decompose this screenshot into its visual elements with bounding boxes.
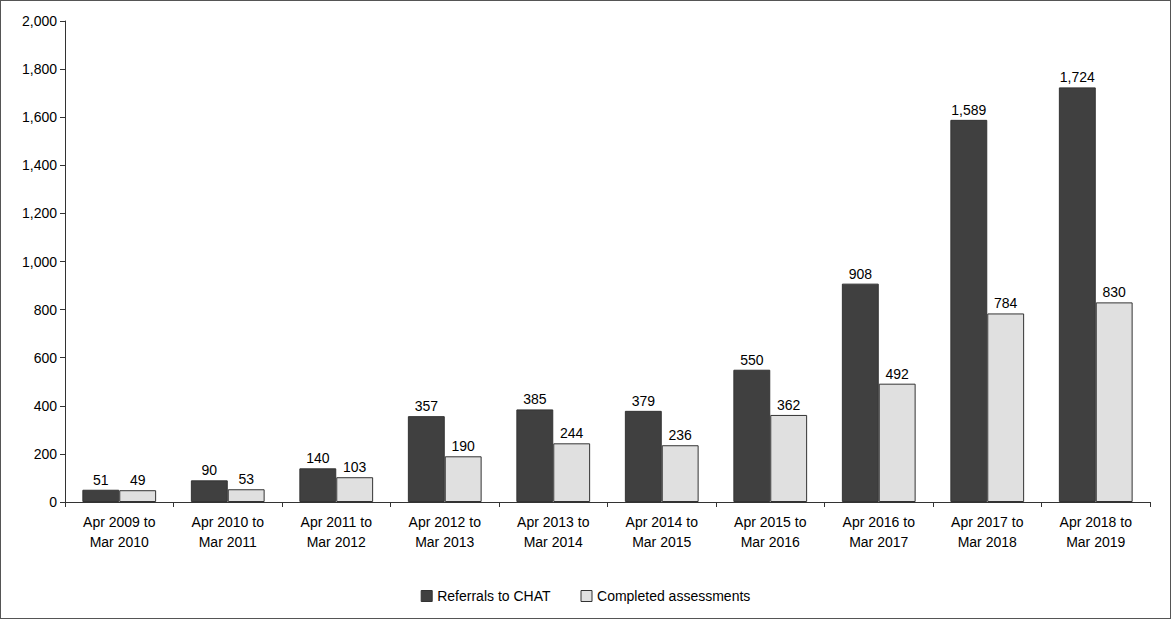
svg-text:Apr 2018 to: Apr 2018 to [1060, 514, 1133, 530]
svg-text:550: 550 [740, 352, 764, 368]
svg-text:Mar 2011: Mar 2011 [199, 534, 257, 550]
svg-text:Apr 2009 to: Apr 2009 to [83, 514, 156, 530]
svg-text:53: 53 [238, 471, 254, 487]
svg-text:379: 379 [632, 393, 656, 409]
svg-text:Apr 2015 to: Apr 2015 to [734, 514, 807, 530]
svg-text:2,000: 2,000 [22, 13, 57, 29]
svg-text:1,724: 1,724 [1060, 69, 1095, 85]
svg-text:236: 236 [669, 427, 693, 443]
svg-text:0: 0 [49, 494, 57, 510]
svg-text:103: 103 [343, 459, 367, 475]
svg-text:Mar 2017: Mar 2017 [849, 534, 908, 550]
svg-text:1,600: 1,600 [22, 109, 57, 125]
svg-text:800: 800 [34, 302, 58, 318]
svg-text:Apr 2010 to: Apr 2010 to [192, 514, 265, 530]
svg-text:Apr 2012 to: Apr 2012 to [409, 514, 482, 530]
svg-text:Mar 2019: Mar 2019 [1066, 534, 1125, 550]
svg-text:Apr 2013 to: Apr 2013 to [517, 514, 590, 530]
svg-text:362: 362 [777, 397, 801, 413]
svg-text:Mar 2014: Mar 2014 [524, 534, 583, 550]
svg-text:600: 600 [34, 350, 58, 366]
svg-text:1,000: 1,000 [22, 254, 57, 270]
svg-text:Mar 2013: Mar 2013 [415, 534, 474, 550]
svg-text:1,800: 1,800 [22, 61, 57, 77]
svg-text:830: 830 [1103, 284, 1127, 300]
svg-text:Mar 2012: Mar 2012 [307, 534, 366, 550]
svg-text:Mar 2018: Mar 2018 [958, 534, 1017, 550]
svg-text:1,589: 1,589 [951, 102, 986, 118]
svg-text:Mar 2016: Mar 2016 [741, 534, 800, 550]
svg-text:244: 244 [560, 425, 584, 441]
svg-text:Apr 2011 to: Apr 2011 to [301, 514, 373, 530]
svg-text:400: 400 [34, 398, 58, 414]
svg-text:51: 51 [93, 472, 109, 488]
svg-text:Completed assessments: Completed assessments [597, 588, 750, 604]
svg-text:Mar 2015: Mar 2015 [632, 534, 691, 550]
svg-text:Apr 2016 to: Apr 2016 to [843, 514, 916, 530]
svg-text:90: 90 [202, 462, 218, 478]
svg-text:Apr 2014 to: Apr 2014 to [626, 514, 699, 530]
svg-text:Apr 2017 to: Apr 2017 to [951, 514, 1024, 530]
svg-text:Referrals to CHAT: Referrals to CHAT [437, 588, 551, 604]
svg-text:784: 784 [994, 295, 1018, 311]
svg-text:908: 908 [849, 266, 873, 282]
svg-text:492: 492 [886, 366, 910, 382]
svg-text:Mar 2010: Mar 2010 [90, 534, 149, 550]
svg-text:1,400: 1,400 [22, 157, 57, 173]
svg-text:49: 49 [130, 472, 146, 488]
svg-text:140: 140 [306, 450, 330, 466]
svg-text:190: 190 [452, 438, 476, 454]
svg-text:200: 200 [34, 446, 58, 462]
svg-text:357: 357 [415, 398, 439, 414]
svg-text:385: 385 [523, 391, 547, 407]
svg-text:1,200: 1,200 [22, 205, 57, 221]
